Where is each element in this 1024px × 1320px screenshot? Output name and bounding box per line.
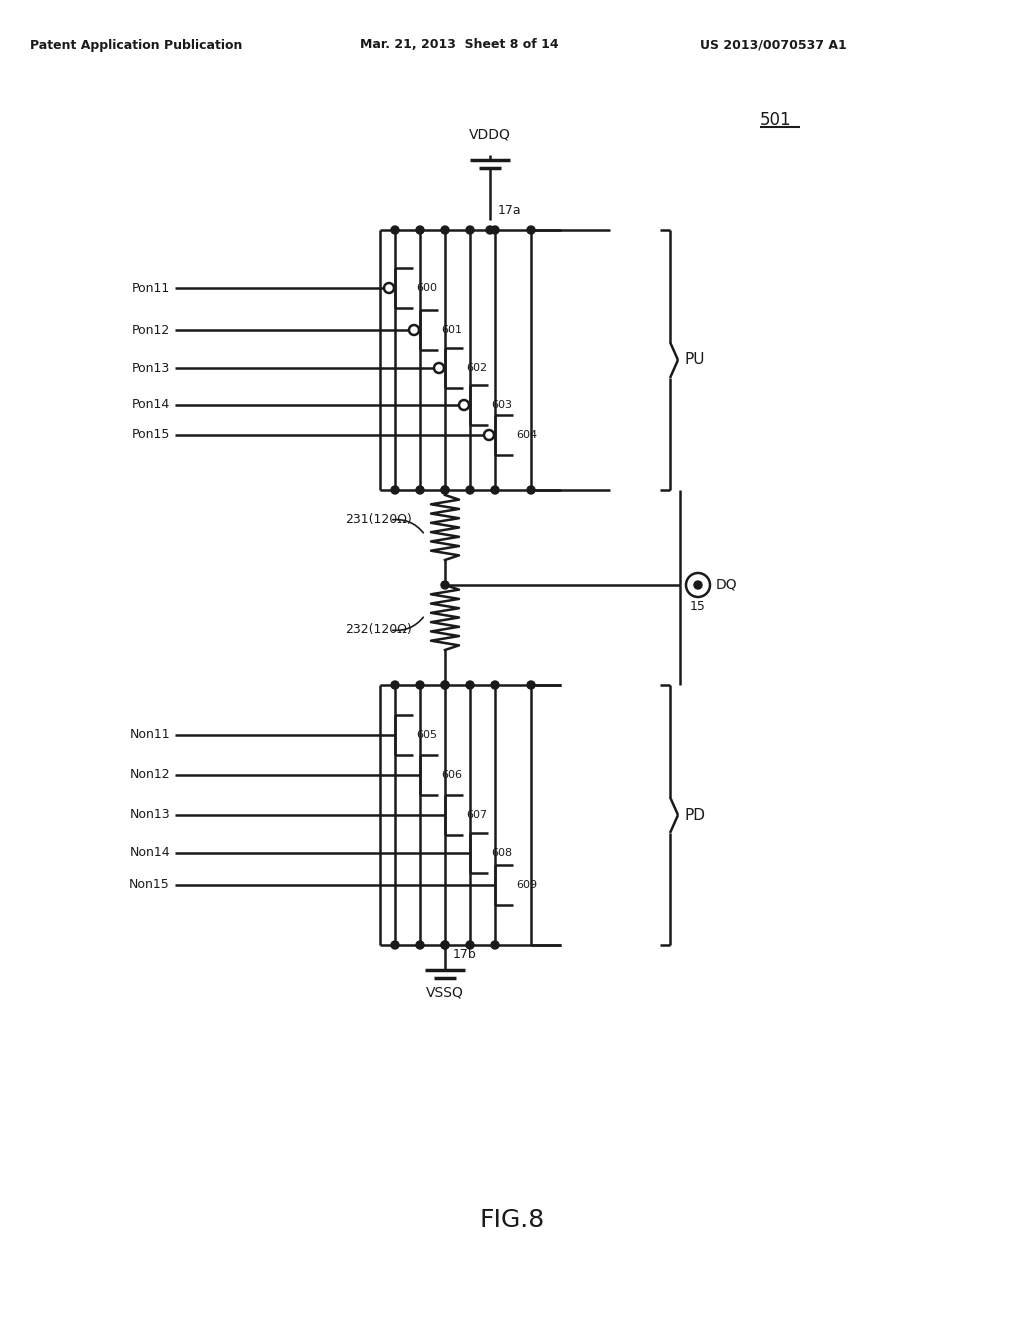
- Text: 605: 605: [416, 730, 437, 741]
- Circle shape: [466, 681, 474, 689]
- Text: Pon14: Pon14: [132, 399, 170, 412]
- Circle shape: [441, 681, 449, 689]
- Text: 17b: 17b: [453, 949, 477, 961]
- Text: 607: 607: [466, 810, 487, 820]
- Text: Non14: Non14: [129, 846, 170, 859]
- Circle shape: [466, 486, 474, 494]
- Text: Pon12: Pon12: [132, 323, 170, 337]
- Circle shape: [441, 486, 449, 494]
- Circle shape: [391, 681, 399, 689]
- Circle shape: [490, 681, 499, 689]
- Text: 603: 603: [490, 400, 512, 411]
- Circle shape: [527, 681, 535, 689]
- Circle shape: [441, 581, 449, 589]
- Circle shape: [466, 941, 474, 949]
- Text: Pon15: Pon15: [132, 429, 170, 441]
- Text: 600: 600: [416, 282, 437, 293]
- Text: Pon11: Pon11: [132, 281, 170, 294]
- Text: Non12: Non12: [129, 768, 170, 781]
- Circle shape: [391, 486, 399, 494]
- Circle shape: [391, 941, 399, 949]
- Circle shape: [391, 226, 399, 234]
- Text: 601: 601: [441, 325, 462, 335]
- Text: 231(120Ω): 231(120Ω): [345, 513, 412, 527]
- Text: 609: 609: [516, 880, 538, 890]
- Text: FIG.8: FIG.8: [479, 1208, 545, 1232]
- Circle shape: [527, 486, 535, 494]
- Text: 232(120Ω): 232(120Ω): [345, 623, 412, 636]
- Text: 501: 501: [760, 111, 792, 129]
- Text: Patent Application Publication: Patent Application Publication: [30, 38, 243, 51]
- Text: Non13: Non13: [129, 808, 170, 821]
- Text: Pon13: Pon13: [132, 362, 170, 375]
- Circle shape: [490, 941, 499, 949]
- Circle shape: [441, 226, 449, 234]
- Circle shape: [527, 226, 535, 234]
- Circle shape: [416, 941, 424, 949]
- Text: VDDQ: VDDQ: [469, 128, 511, 143]
- Circle shape: [441, 681, 449, 689]
- Text: Non15: Non15: [129, 879, 170, 891]
- Text: 604: 604: [516, 430, 538, 440]
- Text: PU: PU: [684, 352, 705, 367]
- Text: 17a: 17a: [498, 203, 521, 216]
- Circle shape: [416, 681, 424, 689]
- Circle shape: [416, 486, 424, 494]
- Text: Non11: Non11: [129, 729, 170, 742]
- Text: 602: 602: [466, 363, 487, 374]
- Text: 608: 608: [490, 847, 512, 858]
- Circle shape: [694, 581, 702, 589]
- Text: DQ: DQ: [716, 578, 737, 591]
- Text: PD: PD: [684, 808, 705, 822]
- Circle shape: [441, 486, 449, 494]
- Circle shape: [441, 941, 449, 949]
- Text: VSSQ: VSSQ: [426, 986, 464, 1001]
- Text: 606: 606: [441, 770, 462, 780]
- Circle shape: [486, 226, 494, 234]
- Circle shape: [490, 226, 499, 234]
- Text: 15: 15: [690, 601, 706, 614]
- Text: US 2013/0070537 A1: US 2013/0070537 A1: [700, 38, 847, 51]
- Circle shape: [441, 941, 449, 949]
- Text: Mar. 21, 2013  Sheet 8 of 14: Mar. 21, 2013 Sheet 8 of 14: [360, 38, 559, 51]
- Circle shape: [416, 226, 424, 234]
- Circle shape: [466, 226, 474, 234]
- Circle shape: [490, 486, 499, 494]
